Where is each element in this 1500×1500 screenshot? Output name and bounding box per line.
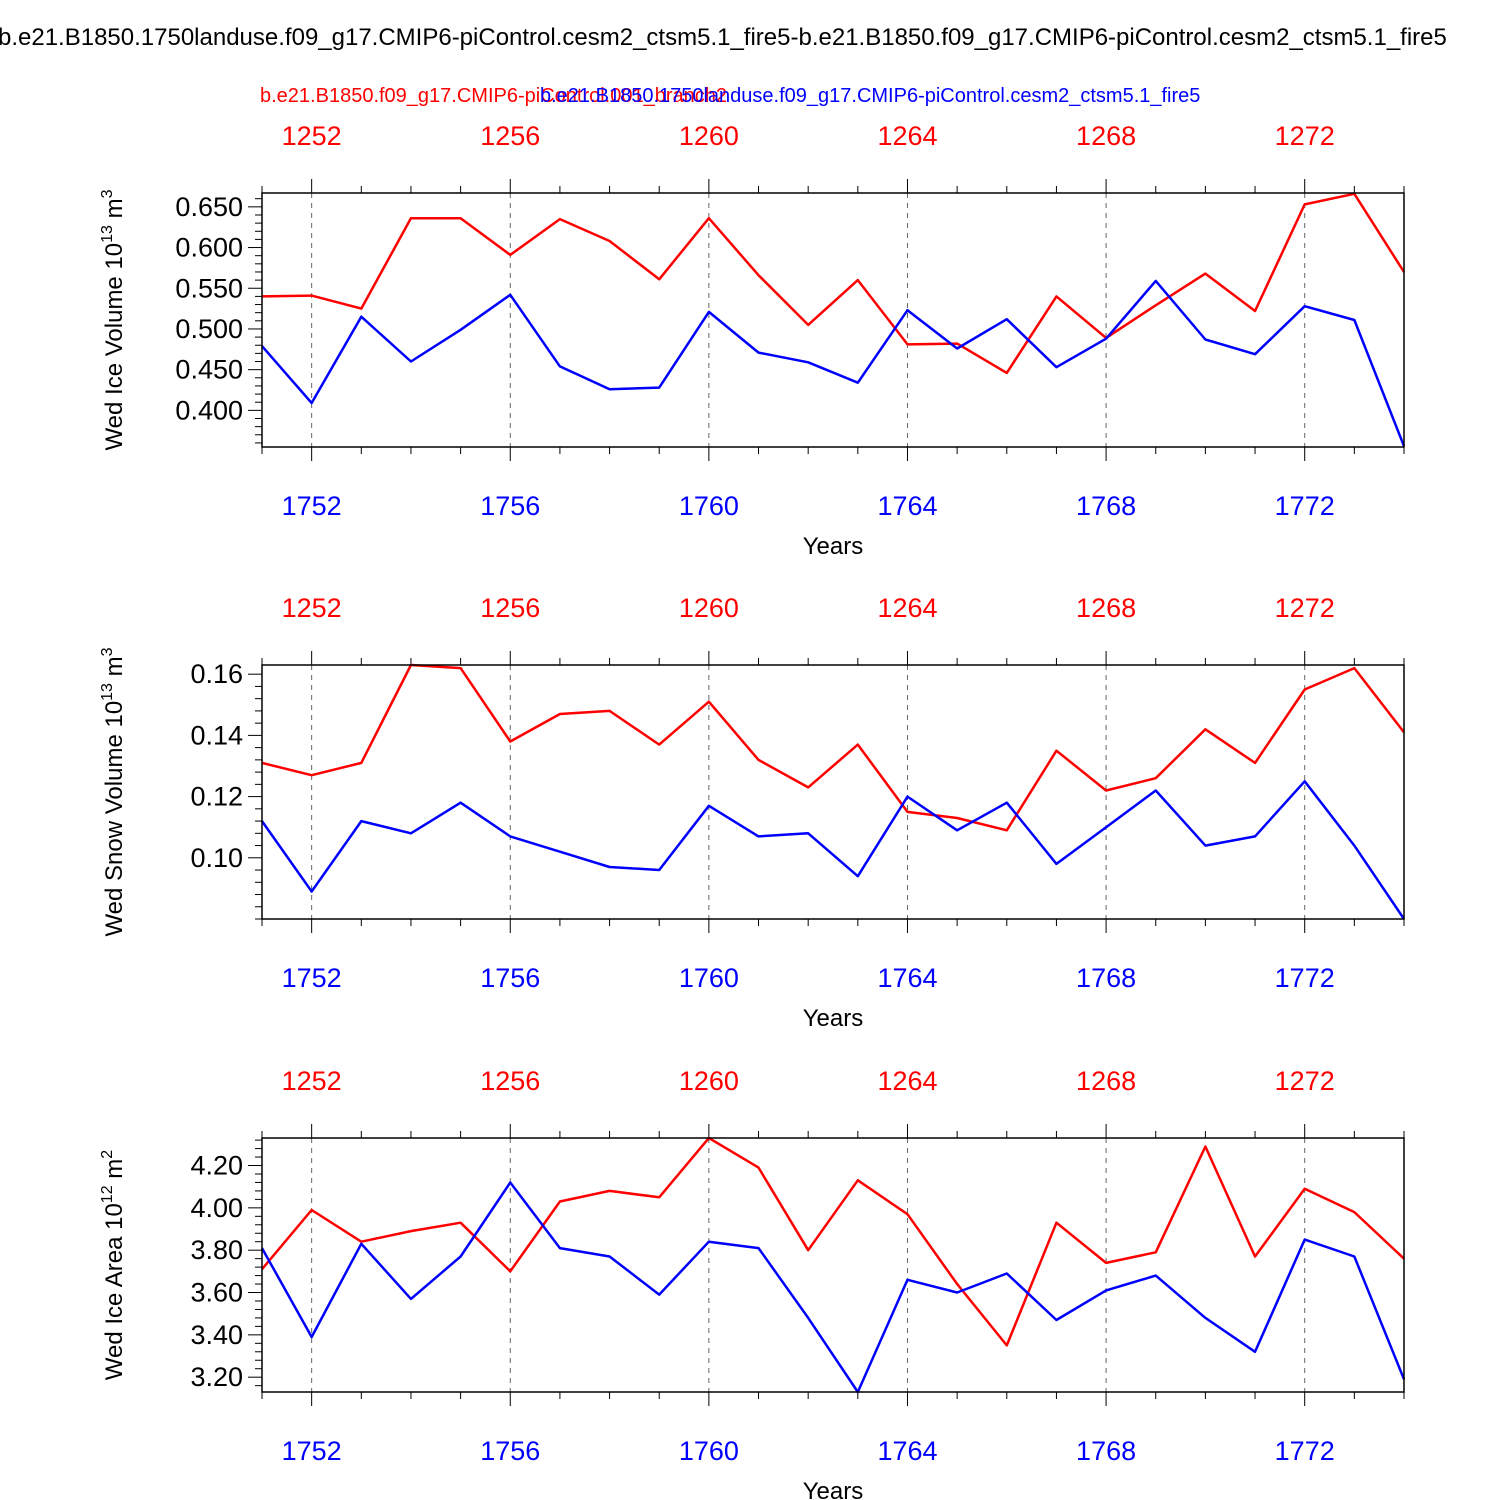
x-tick-label-top: 1252 bbox=[282, 121, 342, 151]
y-tick-label: 0.14 bbox=[190, 720, 243, 750]
x-tick-label-bottom: 1752 bbox=[282, 1436, 342, 1466]
x-tick-label-bottom: 1772 bbox=[1275, 491, 1335, 521]
x-axis-title: Years bbox=[803, 1478, 864, 1500]
y-tick-label: 0.16 bbox=[190, 659, 243, 689]
x-tick-label-bottom: 1764 bbox=[877, 1436, 937, 1466]
x-tick-label-bottom: 1760 bbox=[679, 1436, 739, 1466]
x-tick-label-top: 1260 bbox=[679, 121, 739, 151]
x-tick-label-top: 1272 bbox=[1275, 121, 1335, 151]
y-axis-title-part: 12 bbox=[99, 1185, 116, 1203]
y-tick-label: 0.650 bbox=[175, 192, 243, 222]
x-tick-label-top: 1260 bbox=[679, 593, 739, 623]
y-axis-title-part: m bbox=[101, 656, 128, 683]
plot-frame bbox=[261, 664, 1405, 920]
series-line-red bbox=[261, 1136, 1405, 1347]
y-tick-label: 0.10 bbox=[190, 843, 243, 873]
x-tick-label-top: 1256 bbox=[480, 121, 540, 151]
y-tick-label: 3.80 bbox=[190, 1235, 243, 1265]
x-tick-label-top: 1272 bbox=[1275, 593, 1335, 623]
panel-3: 3.20 3.40 3.60 3.80 4.00 4.20 1752 1756 1760 1764… bbox=[99, 1066, 1406, 1500]
series-line-blue bbox=[261, 279, 1406, 447]
x-tick-label-top: 1252 bbox=[282, 593, 342, 623]
plot-frame bbox=[261, 1137, 1405, 1393]
x-tick-label-top: 1264 bbox=[877, 121, 937, 151]
y-axis-title-part: Wed Snow Volume 10 bbox=[101, 701, 128, 937]
y-axis-title: Wed Ice Volume 1013 m3 bbox=[99, 189, 128, 450]
x-tick-label-bottom: 1752 bbox=[282, 491, 342, 521]
x-tick-label-bottom: 1764 bbox=[877, 491, 937, 521]
x-tick-label-top: 1268 bbox=[1076, 121, 1136, 151]
x-tick-label-top: 1256 bbox=[480, 593, 540, 623]
x-tick-label-top: 1252 bbox=[282, 1066, 342, 1096]
y-axis-title-part: 13 bbox=[99, 683, 116, 701]
y-tick-label: 0.500 bbox=[175, 314, 243, 344]
x-tick-label-top: 1260 bbox=[679, 1066, 739, 1096]
y-tick-label: 0.600 bbox=[175, 233, 243, 263]
legend-red-label: b.e21.B1850.f09_g17.CMIP6-piControl.001_… bbox=[260, 85, 727, 107]
x-tick-label-bottom: 1772 bbox=[1275, 1436, 1335, 1466]
y-axis-title: Wed Ice Area 1012 m2 bbox=[99, 1150, 128, 1380]
x-tick-label-bottom: 1760 bbox=[679, 491, 739, 521]
x-tick-label-bottom: 1772 bbox=[1275, 963, 1335, 993]
x-tick-label-bottom: 1768 bbox=[1076, 491, 1136, 521]
y-axis-title-part: Wed Ice Volume 10 bbox=[101, 243, 128, 451]
y-tick-label: 3.40 bbox=[190, 1320, 243, 1350]
y-tick-label: 0.400 bbox=[175, 395, 243, 425]
y-tick-label: 4.00 bbox=[190, 1193, 243, 1223]
series-line-blue bbox=[260, 780, 1406, 920]
x-tick-label-bottom: 1768 bbox=[1076, 963, 1136, 993]
x-tick-label-bottom: 1756 bbox=[480, 491, 540, 521]
series-line-red bbox=[261, 192, 1406, 375]
y-tick-label: 3.20 bbox=[190, 1362, 243, 1392]
x-tick-label-bottom: 1756 bbox=[480, 963, 540, 993]
x-tick-label-bottom: 1764 bbox=[877, 963, 937, 993]
x-tick-label-bottom: 1760 bbox=[679, 963, 739, 993]
y-axis-title: Wed Snow Volume 1013 m3 bbox=[99, 647, 128, 936]
x-tick-label-bottom: 1752 bbox=[282, 963, 342, 993]
y-axis-title-part: 2 bbox=[99, 1150, 116, 1159]
y-tick-label: 4.20 bbox=[190, 1151, 243, 1181]
x-tick-label-bottom: 1768 bbox=[1076, 1436, 1136, 1466]
panel-1: 0.400 0.450 0.500 0.550 0.600 0.650 1752 1756 17… bbox=[99, 121, 1406, 560]
main-title: b.e21.B1850.1750landuse.f09_g17.CMIP6-pi… bbox=[0, 24, 1447, 51]
y-axis-title-part: 3 bbox=[99, 189, 116, 198]
x-tick-label-top: 1264 bbox=[877, 1066, 937, 1096]
y-axis-title-part: 3 bbox=[99, 647, 116, 656]
series-line-blue bbox=[260, 1181, 1406, 1394]
y-axis-title-part: m bbox=[101, 1159, 128, 1186]
x-axis-title: Years bbox=[803, 1005, 864, 1032]
legend-blue-label: b.e21.B1850.1750landuse.f09_g17.CMIP6-pi… bbox=[540, 85, 1200, 107]
x-tick-label-bottom: 1756 bbox=[480, 1436, 540, 1466]
y-tick-label: 0.12 bbox=[190, 782, 243, 812]
x-axis-title: Years bbox=[803, 533, 864, 560]
series-line-red bbox=[261, 663, 1405, 832]
x-tick-label-top: 1264 bbox=[877, 593, 937, 623]
x-tick-label-top: 1268 bbox=[1076, 593, 1136, 623]
y-tick-label: 0.550 bbox=[175, 273, 243, 303]
y-axis-title-part: Wed Ice Area 10 bbox=[101, 1203, 128, 1380]
x-tick-label-top: 1268 bbox=[1076, 1066, 1136, 1096]
panel-2: 0.10 0.12 0.14 0.16 1752 1756 1760 1764 1768 1772… bbox=[99, 593, 1406, 1032]
y-axis-title-part: 13 bbox=[99, 225, 116, 243]
plot-frame bbox=[261, 192, 1405, 448]
x-tick-label-top: 1272 bbox=[1275, 1066, 1335, 1096]
x-tick-label-top: 1256 bbox=[480, 1066, 540, 1096]
panels: 0.400 0.450 0.500 0.550 0.600 0.650 1752 1756 17… bbox=[99, 121, 1406, 1500]
y-axis-title-part: m bbox=[101, 198, 128, 225]
y-tick-label: 0.450 bbox=[175, 355, 243, 385]
y-tick-label: 3.60 bbox=[190, 1278, 243, 1308]
